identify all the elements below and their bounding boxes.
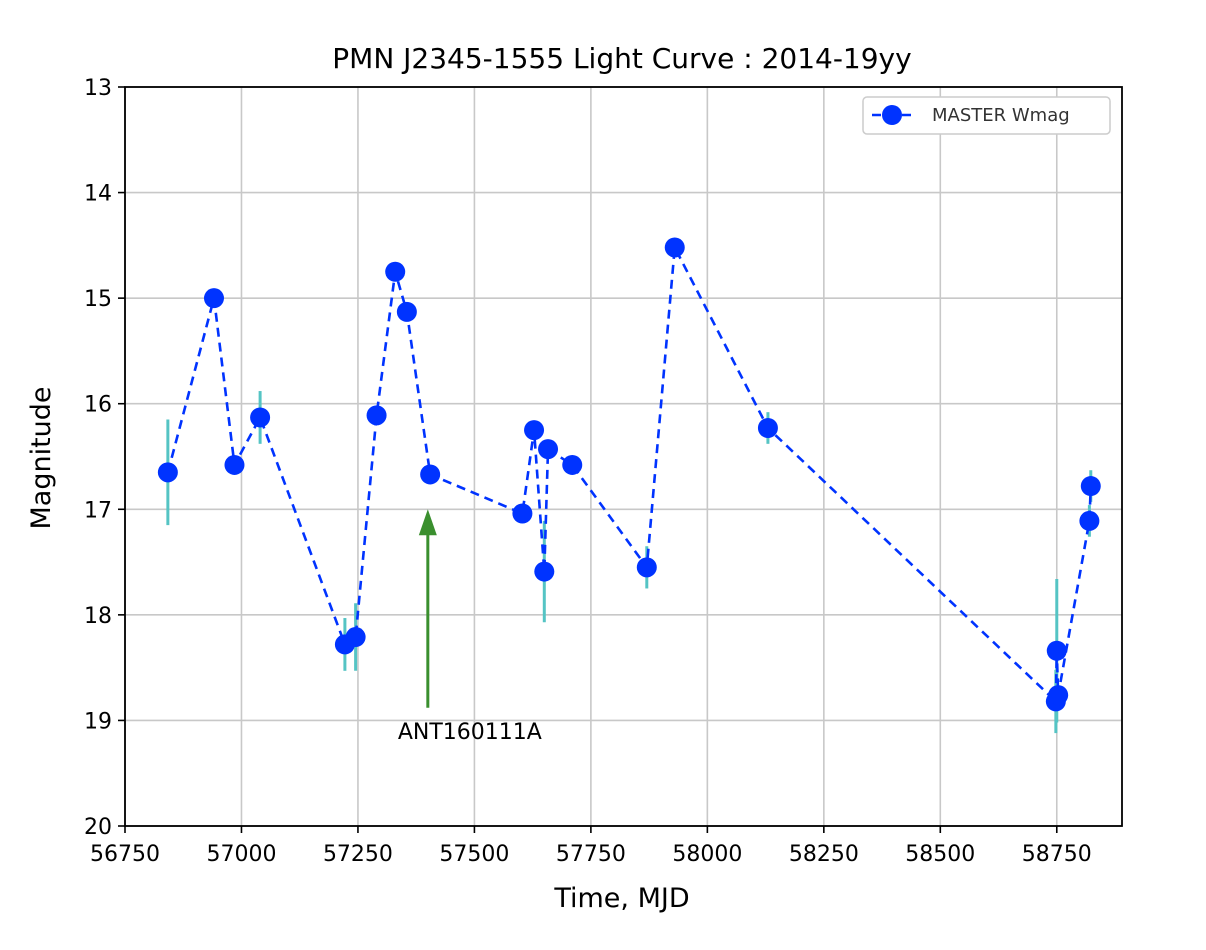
- data-point: [224, 454, 245, 475]
- x-tick-label: 58500: [905, 842, 975, 867]
- x-axis-label: Time, MJD: [553, 883, 689, 914]
- y-tick-label: 16: [84, 393, 112, 418]
- data-point: [366, 405, 387, 426]
- chart-title: PMN J2345-1555 Light Curve : 2014-19yy: [332, 42, 911, 75]
- data-point: [1046, 640, 1067, 661]
- data-point: [1080, 476, 1101, 497]
- data-point: [757, 417, 778, 438]
- data-point: [524, 420, 545, 441]
- x-tick-label: 58250: [789, 842, 859, 867]
- legend: MASTER Wmag: [862, 96, 1111, 135]
- annotation-group: ANT160111A: [398, 509, 542, 745]
- axis-ticks: 56750 57000 57250 57500 57750 58000 58250 58500…: [84, 76, 1092, 867]
- annotation-arrow-head: [418, 509, 437, 536]
- y-tick-label: 15: [84, 287, 112, 312]
- data-point: [538, 439, 559, 460]
- data-point: [534, 561, 555, 582]
- data-point: [396, 301, 417, 322]
- y-tick-label: 19: [84, 709, 112, 734]
- data-point: [345, 627, 366, 648]
- data-point: [1079, 510, 1100, 531]
- y-tick-label: 18: [84, 604, 112, 629]
- data-point: [664, 237, 685, 258]
- annotation-label: ANT160111A: [398, 720, 542, 745]
- y-tick-label: 17: [84, 498, 112, 523]
- x-tick-label: 58000: [672, 842, 742, 867]
- data-point: [420, 464, 441, 485]
- data-point: [1048, 685, 1069, 706]
- legend-box: [862, 96, 1111, 135]
- data-point: [562, 454, 583, 475]
- data-point: [636, 557, 657, 578]
- y-tick-label: 20: [84, 815, 112, 840]
- y-axis-label: Magnitude: [26, 386, 57, 529]
- data-point: [157, 462, 178, 483]
- x-tick-label: 57500: [439, 842, 509, 867]
- x-tick-label: 58750: [1022, 842, 1092, 867]
- series-line: [166, 242, 1093, 705]
- x-tick-label: 57250: [323, 842, 393, 867]
- series-group: [157, 237, 1101, 712]
- legend-entry-label: MASTER Wmag: [932, 105, 1070, 126]
- x-tick-label: 57000: [206, 842, 276, 867]
- data-point: [203, 288, 224, 309]
- x-tick-label: 56750: [90, 842, 160, 867]
- y-tick-label: 13: [84, 76, 112, 101]
- legend-marker-sample: [882, 105, 902, 125]
- data-point: [250, 407, 271, 428]
- error-bars: [166, 242, 1093, 734]
- plot-frame: [124, 86, 1123, 827]
- x-tick-label: 57750: [556, 842, 626, 867]
- data-point: [385, 261, 406, 282]
- data-point: [512, 503, 533, 524]
- y-tick-label: 14: [84, 182, 112, 207]
